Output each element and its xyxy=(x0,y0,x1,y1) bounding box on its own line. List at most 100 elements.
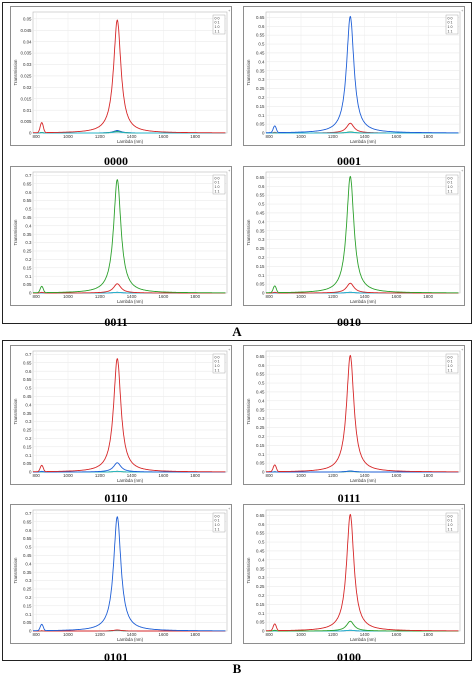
plot-svg: +0 0.05 0.1 0.15 0.2 0.25 0.3 0.35 0.4 0.45 0.5 0.5… xyxy=(13,506,231,642)
plot-0101: +0 0.05 0.1 0.15 0.2 0.25 0.3 0.35 0.4 0.45 0.5 0.5… xyxy=(10,504,232,644)
y-tick-label: 0.2 xyxy=(25,595,32,600)
y-tick-label: 0 xyxy=(29,291,32,296)
y-tick-label: 0 xyxy=(262,131,265,136)
y-tick-label: 0.03 xyxy=(23,62,32,67)
legend: 0 00 11 01 1 xyxy=(212,174,226,195)
x-tick-label: 1800 xyxy=(423,134,433,139)
series-line-3 xyxy=(265,354,459,473)
x-tick-label: 1600 xyxy=(159,632,169,637)
plot-area xyxy=(265,509,461,632)
x-tick-label: 1600 xyxy=(392,473,402,478)
x-tick-label: 1800 xyxy=(423,473,433,478)
x-tick-label: 1800 xyxy=(190,134,200,139)
legend-entry: 1 1 xyxy=(215,368,220,372)
legend-box xyxy=(212,14,226,35)
y-tick-label: 0.4 xyxy=(258,398,265,403)
legend-entry: 0 1 xyxy=(448,360,453,364)
series-line-3 xyxy=(32,516,226,632)
x-tick-label: 1600 xyxy=(392,632,402,637)
x-tick-label: 1200 xyxy=(95,632,105,637)
legend-box xyxy=(445,174,459,195)
legend-entry: 1 0 xyxy=(215,185,220,189)
x-axis-label: Lambda (nm) xyxy=(117,299,144,304)
legend: 0 00 11 01 1 xyxy=(212,353,226,374)
legend-entry: 0 1 xyxy=(448,181,453,185)
y-tick-label: 0.55 xyxy=(256,531,265,536)
y-tick-label: 0.45 xyxy=(256,390,265,395)
y-tick-label: 0.4 xyxy=(25,561,32,566)
x-tick-label: 1400 xyxy=(360,134,370,139)
y-tick-label: 0.05 xyxy=(256,122,265,127)
plot-caption: 0100 xyxy=(337,650,361,664)
x-tick-label: 1400 xyxy=(127,134,137,139)
y-tick-label: 0.2 xyxy=(25,257,32,262)
series-line-3 xyxy=(265,15,459,134)
y-tick-label: 0.25 xyxy=(23,587,32,592)
legend-entry: 1 1 xyxy=(215,189,220,193)
x-tick-label: 1800 xyxy=(423,294,433,299)
legend-entry: 0 1 xyxy=(215,21,220,25)
y-tick-label: 0.1 xyxy=(25,612,32,617)
x-tick-label: 1000 xyxy=(63,134,73,139)
y-tick-label: 0.65 xyxy=(256,513,265,518)
corner-mark: + xyxy=(228,8,231,13)
x-tick-label: 1000 xyxy=(63,473,73,478)
y-axis-label: Transmission xyxy=(246,398,251,425)
y-tick-label: 0.65 xyxy=(256,354,265,359)
y-tick-label: 0.5 xyxy=(258,540,265,545)
y-tick-label: 0.55 xyxy=(23,198,32,203)
legend-entry: 1 0 xyxy=(448,523,453,527)
y-tick-label: 0 xyxy=(29,470,32,475)
plot-0110: +0 0.05 0.1 0.15 0.2 0.25 0.3 0.35 0.4 0.45 0.5 0.5… xyxy=(10,345,232,485)
plot-0000: +0 0.005 0.01 0.015 0.02 0.025 0.03 0.035 0.04 0.… xyxy=(10,6,232,146)
x-tick-label: 1400 xyxy=(127,632,137,637)
corner-mark: + xyxy=(228,168,231,173)
corner-mark: + xyxy=(461,347,464,352)
y-tick-label: 0.6 xyxy=(258,522,265,527)
y-tick-label: 0.2 xyxy=(258,434,265,439)
x-tick-label: 800 xyxy=(33,473,41,478)
y-tick-label: 0.15 xyxy=(23,444,32,449)
y-axis-label: Transmission xyxy=(13,219,18,246)
y-tick-label: 0.035 xyxy=(21,51,33,56)
legend-box xyxy=(212,174,226,195)
y-tick-label: 0.2 xyxy=(258,593,265,598)
legend-entry: 0 0 xyxy=(448,514,453,518)
y-axis-label: Transmission xyxy=(13,557,18,584)
y-tick-label: 0.65 xyxy=(256,175,265,180)
x-axis-label: Lambda (nm) xyxy=(350,139,377,144)
y-tick-label: 0.6 xyxy=(258,24,265,29)
y-tick-label: 0.35 xyxy=(256,228,265,233)
legend-entry: 0 1 xyxy=(448,21,453,25)
y-tick-label: 0.15 xyxy=(256,104,265,109)
y-tick-label: 0.25 xyxy=(256,246,265,251)
y-tick-label: 0.55 xyxy=(256,193,265,198)
y-tick-label: 0.45 xyxy=(23,394,32,399)
x-tick-label: 1800 xyxy=(190,632,200,637)
y-tick-label: 0.5 xyxy=(258,381,265,386)
y-tick-label: 0.65 xyxy=(256,15,265,20)
y-tick-label: 0.15 xyxy=(23,603,32,608)
plot-caption: 0011 xyxy=(104,315,128,329)
legend: 0 00 11 01 1 xyxy=(445,512,459,533)
plot-svg: +0 0.005 0.01 0.015 0.02 0.025 0.03 0.035 0.04 0.… xyxy=(13,8,231,144)
legend-entry: 0 0 xyxy=(448,176,453,180)
y-tick-label: 0.025 xyxy=(21,74,33,79)
legend-entry: 0 0 xyxy=(215,514,220,518)
plot-caption: 0001 xyxy=(337,154,361,168)
y-tick-label: 0.1 xyxy=(258,611,265,616)
y-axis-label: Transmission xyxy=(246,59,251,86)
y-tick-label: 0.45 xyxy=(256,51,265,56)
y-axis-label: Transmission xyxy=(13,398,18,425)
y-tick-label: 0.25 xyxy=(23,249,32,254)
plot-0100: +0 0.05 0.1 0.15 0.2 0.25 0.3 0.35 0.4 0.45 0.5 0.5… xyxy=(243,504,465,644)
x-tick-label: 1400 xyxy=(127,294,137,299)
y-tick-label: 0.55 xyxy=(256,33,265,38)
series-line-3 xyxy=(32,179,226,294)
x-tick-label: 1000 xyxy=(296,134,306,139)
y-tick-label: 0.45 xyxy=(256,549,265,554)
y-tick-label: 0.4 xyxy=(258,59,265,64)
legend-entry: 0 0 xyxy=(448,16,453,20)
x-tick-label: 1200 xyxy=(328,632,338,637)
legend-box xyxy=(445,14,459,35)
